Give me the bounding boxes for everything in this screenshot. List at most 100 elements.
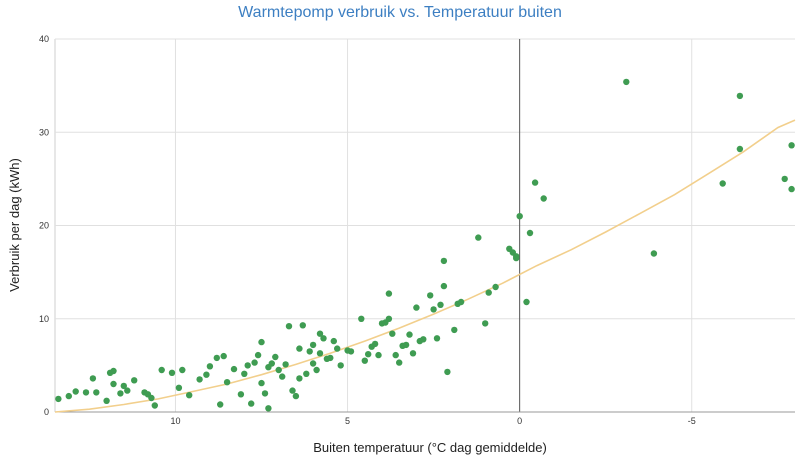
data-point <box>110 367 117 375</box>
x-axis-label: Buiten temperatuur (°C dag gemiddelde) <box>313 440 547 455</box>
y-tick-label: 20 <box>39 221 49 231</box>
data-point <box>158 366 165 374</box>
data-point <box>179 366 186 374</box>
data-point <box>120 382 128 390</box>
data-point <box>258 338 265 346</box>
data-point <box>781 175 788 183</box>
data-point <box>296 345 303 352</box>
data-point <box>148 394 155 402</box>
data-point <box>223 379 231 386</box>
data-point <box>513 254 520 262</box>
data-point <box>427 292 434 299</box>
data-point <box>261 390 269 397</box>
data-point <box>244 362 251 369</box>
data-point <box>457 298 465 306</box>
data-point <box>213 354 220 362</box>
data-point <box>55 395 62 403</box>
data-point <box>475 234 482 241</box>
fit-layer <box>54 119 796 413</box>
data-point <box>220 352 227 360</box>
data-point <box>736 145 744 153</box>
data-point <box>309 341 317 349</box>
data-point <box>124 387 131 394</box>
chart-title: Warmtepomp verbruik vs. Temperatuur buit… <box>238 4 562 21</box>
data-point <box>406 331 413 338</box>
data-point <box>168 369 176 376</box>
data-point <box>451 326 458 334</box>
data-point <box>719 180 726 187</box>
x-tick-label: 5 <box>345 416 350 426</box>
points-layer <box>55 78 795 412</box>
data-point <box>275 366 282 374</box>
data-point <box>289 387 296 394</box>
data-point <box>316 350 324 357</box>
tick-layer: 0 10 20 30 40 10 5 0 -5 <box>39 34 696 426</box>
data-point <box>282 361 289 368</box>
data-point <box>296 375 303 382</box>
data-point <box>430 306 437 313</box>
data-point <box>241 370 248 377</box>
data-point <box>196 376 203 383</box>
data-point <box>330 337 337 345</box>
data-point <box>320 335 327 342</box>
data-point <box>230 365 238 373</box>
data-point <box>254 351 262 359</box>
data-point <box>482 320 489 327</box>
data-point <box>334 345 341 352</box>
data-point <box>526 229 534 237</box>
data-point <box>285 323 293 330</box>
data-point <box>279 373 286 380</box>
data-point <box>420 336 427 343</box>
data-point <box>258 379 265 387</box>
data-point <box>650 250 658 257</box>
y-tick-label: 40 <box>39 34 49 44</box>
data-point <box>72 388 79 395</box>
data-point <box>531 179 539 186</box>
data-point <box>217 401 224 408</box>
data-point <box>361 357 368 364</box>
y-tick-label: 30 <box>39 127 49 137</box>
data-point <box>385 290 393 297</box>
y-axis-label: Verbruik per dag (kWh) <box>7 158 22 292</box>
data-point <box>375 351 382 359</box>
data-point <box>492 283 499 291</box>
grid-layer <box>54 38 795 413</box>
data-point <box>365 351 372 358</box>
data-point <box>299 322 306 329</box>
data-point <box>303 370 310 377</box>
data-point <box>65 392 73 400</box>
data-point <box>444 368 451 376</box>
y-tick-label: 0 <box>44 407 49 417</box>
x-tick-label: -5 <box>688 416 696 426</box>
data-point <box>413 304 420 311</box>
data-point <box>306 348 313 355</box>
data-point <box>313 366 320 374</box>
data-point <box>175 384 183 391</box>
data-point <box>623 78 630 86</box>
data-point <box>292 392 300 400</box>
data-point <box>131 377 138 384</box>
data-point <box>788 142 795 149</box>
data-point <box>337 362 344 369</box>
data-point <box>540 195 547 202</box>
data-point <box>316 330 324 337</box>
data-point <box>237 391 245 398</box>
data-point <box>402 341 410 349</box>
data-point <box>248 400 255 407</box>
data-point <box>409 350 417 357</box>
data-point <box>358 315 365 322</box>
data-point <box>516 213 523 220</box>
data-point <box>93 389 100 396</box>
data-point <box>268 360 275 367</box>
data-point <box>396 359 403 366</box>
data-point <box>103 397 110 404</box>
x-tick-label: 0 <box>517 416 522 426</box>
data-point <box>788 185 795 193</box>
y-tick-label: 10 <box>39 314 49 324</box>
data-point <box>206 363 214 370</box>
data-point <box>251 359 258 366</box>
data-point <box>89 375 97 382</box>
data-point <box>440 282 448 290</box>
data-point <box>389 330 396 337</box>
